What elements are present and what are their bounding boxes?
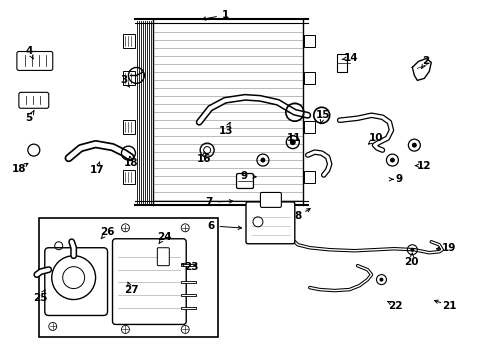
Circle shape bbox=[260, 158, 265, 163]
Text: 6: 6 bbox=[207, 221, 215, 231]
FancyBboxPatch shape bbox=[45, 248, 107, 315]
Text: 17: 17 bbox=[89, 165, 104, 175]
Text: 23: 23 bbox=[183, 262, 198, 272]
Text: 24: 24 bbox=[157, 232, 171, 242]
Text: 18: 18 bbox=[123, 158, 138, 168]
FancyBboxPatch shape bbox=[112, 239, 186, 324]
Circle shape bbox=[379, 278, 383, 282]
Bar bbox=[303, 35, 314, 47]
Circle shape bbox=[289, 139, 295, 145]
Text: 22: 22 bbox=[387, 301, 402, 311]
Text: 7: 7 bbox=[205, 197, 213, 207]
Text: 13: 13 bbox=[218, 126, 233, 135]
Text: 26: 26 bbox=[100, 227, 114, 237]
FancyBboxPatch shape bbox=[245, 202, 294, 244]
Text: 20: 20 bbox=[404, 257, 418, 267]
Circle shape bbox=[411, 143, 416, 148]
Text: 11: 11 bbox=[286, 133, 301, 143]
Circle shape bbox=[409, 248, 413, 252]
Text: 19: 19 bbox=[441, 243, 455, 253]
FancyBboxPatch shape bbox=[260, 193, 281, 207]
Polygon shape bbox=[411, 58, 430, 80]
Text: 4: 4 bbox=[25, 46, 33, 56]
Bar bbox=[336, 54, 346, 72]
Text: 10: 10 bbox=[368, 133, 383, 143]
Text: 12: 12 bbox=[416, 161, 430, 171]
Text: 9: 9 bbox=[394, 174, 402, 184]
Bar bbox=[39, 218, 218, 337]
Text: 5: 5 bbox=[25, 113, 33, 123]
Text: 25: 25 bbox=[33, 293, 47, 303]
Text: 8: 8 bbox=[294, 211, 301, 221]
FancyBboxPatch shape bbox=[17, 51, 53, 71]
Bar bbox=[303, 121, 314, 132]
Bar bbox=[123, 71, 135, 85]
Bar bbox=[123, 120, 135, 134]
FancyBboxPatch shape bbox=[157, 248, 169, 266]
Text: 9: 9 bbox=[241, 171, 247, 181]
Text: 15: 15 bbox=[315, 111, 329, 121]
Circle shape bbox=[389, 158, 394, 163]
Text: 3: 3 bbox=[121, 75, 127, 85]
Text: 16: 16 bbox=[197, 154, 211, 164]
Text: 1: 1 bbox=[221, 10, 228, 20]
Text: 27: 27 bbox=[123, 285, 138, 295]
Bar bbox=[303, 171, 314, 183]
Bar bbox=[303, 72, 314, 84]
Text: 2: 2 bbox=[422, 56, 429, 66]
Text: 18: 18 bbox=[12, 164, 26, 174]
Bar bbox=[123, 34, 135, 48]
Text: 14: 14 bbox=[343, 53, 357, 63]
FancyBboxPatch shape bbox=[19, 92, 49, 108]
Text: 21: 21 bbox=[441, 301, 455, 311]
FancyBboxPatch shape bbox=[236, 174, 253, 189]
Bar bbox=[123, 170, 135, 184]
